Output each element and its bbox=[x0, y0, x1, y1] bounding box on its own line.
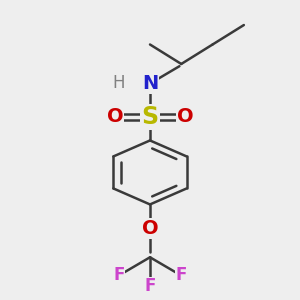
Text: F: F bbox=[113, 266, 124, 284]
Text: N: N bbox=[142, 74, 158, 93]
Text: F: F bbox=[176, 266, 187, 284]
Text: S: S bbox=[141, 105, 159, 129]
Text: O: O bbox=[177, 107, 193, 126]
Text: F: F bbox=[144, 278, 156, 296]
Text: O: O bbox=[142, 219, 158, 238]
Text: H: H bbox=[112, 74, 125, 92]
Text: O: O bbox=[107, 107, 123, 126]
